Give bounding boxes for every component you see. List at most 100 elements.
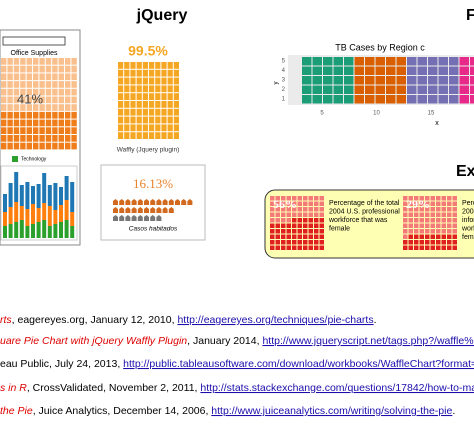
house-icon: [125, 199, 131, 205]
waffle-cell: [124, 93, 130, 100]
waffle-cell: [297, 196, 302, 201]
axis-label: x: [435, 120, 439, 127]
waffle-cell: [396, 57, 406, 66]
waffle-cell: [155, 132, 161, 139]
dropdown[interactable]: [2, 36, 66, 46]
waffle-cell: [425, 223, 430, 228]
waffle-cell: [26, 65, 32, 73]
waffle-cell: [408, 229, 413, 234]
bar: [36, 184, 41, 208]
waffle-cell: [308, 245, 313, 250]
caption: Casos habitados: [129, 226, 178, 233]
waffle-cell: [292, 223, 297, 228]
percent: 16.13%: [133, 176, 173, 191]
waffle-cell: [430, 207, 435, 212]
waffle-cell: [408, 207, 413, 212]
exhibit-text: female: [329, 225, 350, 232]
waffle-cell: [452, 234, 457, 239]
waffle-cell: [124, 85, 130, 93]
waffle-cell: [71, 127, 77, 134]
waffle-cell: [52, 73, 58, 81]
waffle-cell: [124, 77, 130, 85]
waffle-cell: [281, 196, 286, 201]
waffle-cell: [71, 104, 77, 111]
waffle-cell: [407, 85, 417, 94]
reference-link[interactable]: http://public.tableausoftware.com/downlo…: [123, 358, 474, 370]
waffle-cell: [441, 223, 446, 228]
waffle-cell: [13, 65, 20, 73]
waffle-cell: [430, 223, 435, 228]
waffle-cell: [292, 212, 297, 217]
reference-link[interactable]: http://eagereyes.org/techniques/pie-char…: [177, 314, 373, 326]
reference-source: , Juice Analytics, December 14, 2006,: [33, 405, 212, 417]
waffle-cell: [303, 201, 308, 206]
waffle-cell: [7, 96, 13, 104]
house-icon: [156, 199, 162, 205]
bar: [59, 205, 63, 222]
waffle-cell: [452, 218, 457, 223]
waffle-cell: [436, 245, 441, 250]
waffle-cell: [447, 240, 452, 245]
waffle-cell: [167, 116, 173, 124]
reference-link[interactable]: http://stats.stackexchange.com/questions…: [200, 382, 474, 394]
waffle-cell: [155, 116, 161, 124]
bar: [14, 202, 19, 222]
waffle-cell: [173, 116, 179, 124]
waffle-cell: [403, 240, 408, 245]
waffle-cell: [297, 229, 302, 234]
waffle-cell: [308, 229, 313, 234]
waffle-cell: [270, 218, 275, 223]
house-icon: [119, 207, 125, 213]
waffle-cell: [396, 85, 406, 94]
waffle-cell: [33, 96, 39, 104]
waffle-cell: [71, 111, 77, 119]
waffle-cell: [65, 119, 71, 127]
waffle-cell: [130, 116, 136, 124]
waffle-cell: [13, 111, 20, 119]
waffle-cell: [167, 101, 173, 108]
waffle-cell: [396, 95, 406, 104]
bar: [70, 226, 75, 238]
reference: rts, eagereyes.org, January 12, 2010, ht…: [0, 314, 377, 326]
waffle-cell: [130, 85, 136, 93]
waffle-cell: [419, 245, 424, 250]
house-icon: [137, 199, 143, 205]
bar: [42, 220, 47, 238]
waffle-cell: [292, 196, 297, 201]
waffle-cell: [303, 223, 308, 228]
bar: [64, 176, 69, 200]
waffle-cell: [167, 132, 173, 139]
waffle-cell: [149, 85, 155, 93]
bar: [42, 203, 47, 220]
exhibit-text: workforce that was: [328, 217, 388, 224]
waffle-cell: [407, 66, 417, 75]
waffle-cell: [118, 101, 124, 108]
reference-link[interactable]: http://www.juiceanalytics.com/writing/so…: [211, 405, 452, 417]
waffle-cell: [155, 62, 161, 69]
house-icon: [113, 215, 118, 221]
waffle-cell: [417, 85, 427, 94]
waffle-cell: [118, 116, 124, 124]
reference-link[interactable]: http://www.jqueryscript.net/tags.php?/wa…: [262, 335, 474, 347]
bar: [70, 182, 75, 212]
waffle-cell: [408, 234, 413, 239]
house-icon: [113, 207, 118, 213]
waffle-cell: [149, 124, 155, 132]
waffle-cell: [447, 196, 452, 201]
waffle-cell: [33, 65, 39, 73]
waffle-cell: [39, 96, 45, 104]
waffle-cell: [386, 57, 396, 66]
waffle-cell: [417, 66, 427, 75]
waffle-cell: [354, 76, 364, 85]
waffle-cell: [419, 212, 424, 217]
waffle-cell: [161, 85, 167, 93]
waffle-cell: [275, 240, 280, 245]
house-icon: [125, 207, 131, 213]
house-icon: [119, 199, 125, 205]
waffle-cell: [286, 201, 291, 206]
waffle-cell: [142, 77, 148, 85]
waffle-cell: [136, 124, 142, 132]
waffle-cell: [292, 229, 297, 234]
waffle-cell: [20, 58, 26, 65]
